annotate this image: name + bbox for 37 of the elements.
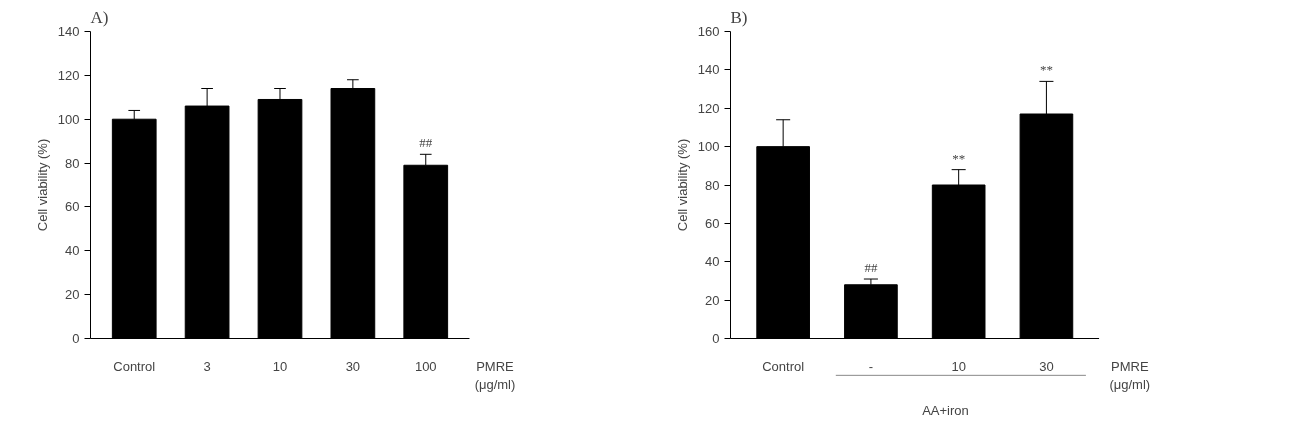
x-tick-label: Control [762,358,805,374]
y-tick-label: 120 [57,67,80,83]
y-tick-label: 60 [65,199,80,215]
annotation: ## [864,260,878,276]
y-tick-label: 80 [705,177,720,193]
y-tick-label: 0 [712,331,720,346]
y-axis-title: Cell viability (%) [34,138,50,232]
y-tick-label: 20 [65,287,80,303]
x-tick-label: 30 [1039,358,1054,374]
x-tick-label: 30 [345,358,361,374]
y-tick-label: 0 [72,331,80,346]
y-tick-label: 60 [705,215,720,231]
annotation: ## [419,135,433,151]
y-tick-label: 140 [57,24,80,39]
x-tick-label: 10 [951,358,966,374]
chart-title: A) [90,7,109,27]
y-tick-label: 140 [697,62,720,78]
text: PMRE (μg/ml) [474,358,516,392]
chart-title: B) [730,7,748,27]
y-tick-label: 20 [705,292,720,308]
text: AA+iron [922,402,969,418]
annotation: ** [952,150,966,166]
y-tick-label: 100 [697,139,720,155]
x-tick-label: 10 [272,358,288,374]
x-tick-label: 100 [414,358,437,374]
y-tick-label: 40 [705,254,720,270]
text: PMRE (μg/ml) [1109,358,1151,392]
y-tick-label: 80 [65,155,80,171]
y-tick-label: 40 [65,243,80,259]
x-tick-label: - [868,358,874,374]
x-tick-label: Control [113,358,156,374]
y-tick-label: 100 [57,111,80,127]
y-axis-title: Cell viability (%) [674,138,690,232]
x-tick-label: 3 [203,358,211,374]
annotation: ** [1039,62,1053,78]
y-tick-label: 160 [697,24,720,39]
y-tick-label: 120 [697,100,720,116]
